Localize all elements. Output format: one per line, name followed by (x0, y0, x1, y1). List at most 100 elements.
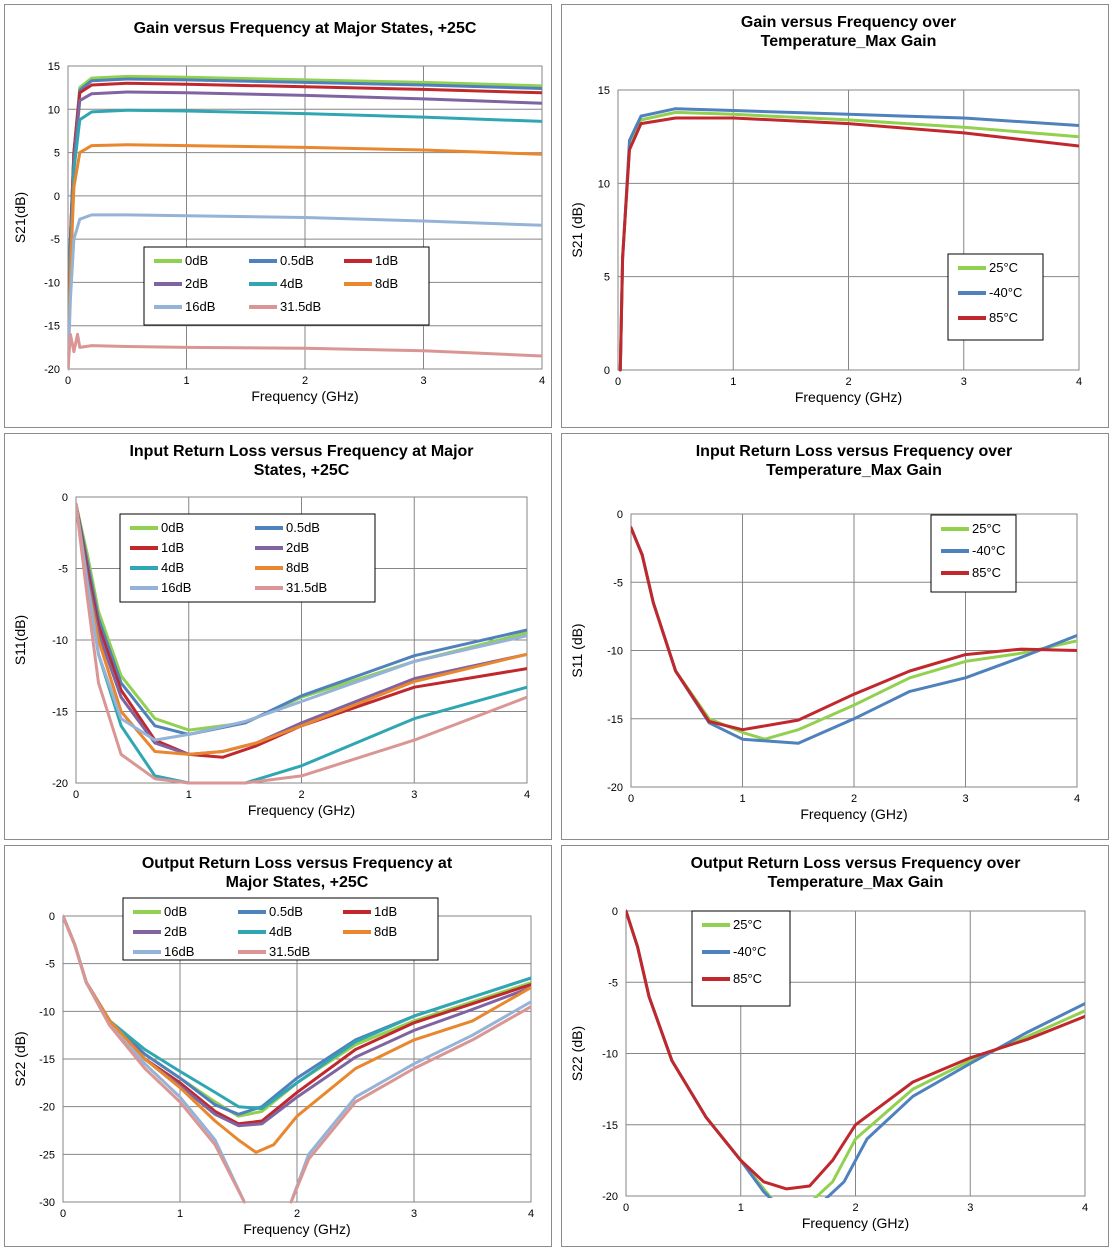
chart-input-return-loss-states: Input Return Loss versus Frequency at Ma… (12, 443, 530, 818)
x-tick-label: 3 (420, 375, 426, 387)
legend-label-31-5db: 31.5dB (269, 944, 310, 959)
x-axis-label: Frequency (GHz) (243, 1221, 350, 1237)
y-tick-label: -10 (44, 277, 60, 289)
chart-panel-output-return-loss-states: Output Return Loss versus Frequency at Ma… (4, 845, 552, 1247)
legend: 0dB 0.5dB 1dB 2dB 4dB 8dB 16dB 31.5dB (122, 897, 439, 961)
x-tick-label: 0 (623, 1202, 629, 1214)
legend: 25°C -40°C 85°C (691, 910, 791, 1007)
x-tick-label: 4 (524, 789, 530, 801)
chart-title: States, +25C (254, 462, 350, 479)
x-tick-label: 2 (852, 1202, 858, 1214)
y-tick-label: -10 (39, 1006, 55, 1018)
y-tick-label: -15 (607, 714, 623, 726)
y-tick-label: -5 (45, 959, 55, 971)
legend: 25°C -40°C 85°C (947, 253, 1044, 341)
x-axis-label: Frequency (GHz) (795, 389, 902, 405)
series-line-16db (289, 1000, 531, 1204)
x-tick-label: 2 (294, 1208, 300, 1220)
series-group (626, 909, 1085, 1198)
x-axis-label: Frequency (GHz) (800, 806, 907, 822)
legend-label-16db: 16dB (164, 944, 194, 959)
series-group (618, 107, 1079, 372)
y-axis-label: S11 (dB) (569, 623, 585, 677)
legend-box (122, 897, 439, 961)
y-tick-label: -5 (613, 577, 623, 589)
series-group (68, 74, 542, 371)
y-tick-label: -20 (602, 1191, 618, 1203)
y-tick-label: 15 (598, 85, 610, 97)
legend-label-8db: 8dB (286, 560, 309, 575)
series-line-31-5db (68, 332, 542, 371)
x-tick-label: 0 (73, 789, 79, 801)
legend-label-4db: 4dB (280, 276, 303, 291)
x-tick-label: 3 (411, 1208, 417, 1220)
legend-label-40-c: -40°C (972, 543, 1005, 558)
y-tick-label: 5 (54, 148, 60, 160)
legend-label-0-5db: 0.5dB (269, 904, 303, 919)
x-tick-label: 2 (851, 793, 857, 805)
y-tick-label: -5 (58, 564, 68, 576)
legend-label-0db: 0dB (164, 904, 187, 919)
x-tick-label: 0 (60, 1208, 66, 1220)
legend-label-0db: 0dB (185, 253, 208, 268)
y-tick-label: -15 (44, 321, 60, 333)
series-line-31-5db (63, 914, 246, 1204)
x-tick-label: 4 (528, 1208, 534, 1220)
legend-label-0-5db: 0.5dB (286, 520, 320, 535)
legend-label-0db: 0dB (161, 520, 184, 535)
legend-label-16db: 16dB (185, 299, 215, 314)
x-tick-label: 1 (177, 1208, 183, 1220)
legend-label-31-5db: 31.5dB (280, 299, 321, 314)
legend-label-85-c: 85°C (989, 310, 1018, 325)
legend-label-1db: 1dB (374, 904, 397, 919)
chart-gain-temp: Gain versus Frequency over Temperature_Ma… (569, 14, 1082, 405)
x-tick-label: 3 (961, 376, 967, 388)
x-tick-label: 4 (539, 375, 545, 387)
chart-title: Output Return Loss versus Frequency over (691, 855, 1021, 872)
legend-label-40-c: -40°C (989, 285, 1022, 300)
series-group (76, 502, 527, 785)
legend-label-85-c: 85°C (972, 565, 1001, 580)
x-tick-label: 2 (845, 376, 851, 388)
y-tick-label: -15 (602, 1120, 618, 1132)
y-tick-label: 15 (48, 61, 60, 73)
y-tick-label: 0 (62, 492, 68, 504)
legend-label-1db: 1dB (375, 253, 398, 268)
chart-title: Temperature_Max Gain (766, 462, 942, 479)
x-tick-label: 1 (730, 376, 736, 388)
chart-panel-input-return-loss-temp: Input Return Loss versus Frequency over T… (561, 433, 1109, 840)
legend-label-2db: 2dB (286, 540, 309, 555)
legend-box (119, 513, 376, 603)
y-tick-label: -5 (608, 977, 618, 989)
legend-label-4db: 4dB (269, 924, 292, 939)
legend-box (143, 246, 430, 326)
y-axis-label: S21 (dB) (569, 202, 585, 257)
y-axis-label: S22 (dB) (569, 1026, 585, 1081)
legend-label-4db: 4dB (161, 560, 184, 575)
legend-label-8db: 8dB (375, 276, 398, 291)
legend-label-2db: 2dB (164, 924, 187, 939)
y-tick-label: 0 (612, 906, 618, 918)
x-tick-label: 3 (967, 1202, 973, 1214)
y-tick-label: -20 (39, 1102, 55, 1114)
series-line-16db (76, 502, 527, 742)
chart-panel-input-return-loss-states: Input Return Loss versus Frequency at Ma… (4, 433, 552, 840)
x-axis-label: Frequency (GHz) (802, 1215, 909, 1231)
legend-label-25-c: 25°C (972, 521, 1001, 536)
chart-panel-gain-states: Gain versus Frequency at Major States, +… (4, 4, 552, 428)
legend-label-25-c: 25°C (989, 260, 1018, 275)
legend: 25°C -40°C 85°C (930, 514, 1017, 593)
x-tick-label: 4 (1076, 376, 1082, 388)
x-tick-label: 3 (411, 789, 417, 801)
x-tick-label: 3 (962, 793, 968, 805)
y-axis-label: S11(dB) (12, 615, 28, 665)
series-line-31-5db (76, 502, 527, 785)
x-axis-label: Frequency (GHz) (251, 388, 358, 404)
x-tick-label: 0 (628, 793, 634, 805)
chart-title: Gain versus Frequency at Major States, +… (134, 20, 477, 37)
x-tick-label: 2 (302, 375, 308, 387)
y-tick-label: -30 (39, 1197, 55, 1209)
chart-title: Major States, +25C (226, 874, 369, 891)
chart-gain-states: Gain versus Frequency at Major States, +… (12, 20, 545, 404)
y-axis-label: S21(dB) (12, 192, 28, 243)
